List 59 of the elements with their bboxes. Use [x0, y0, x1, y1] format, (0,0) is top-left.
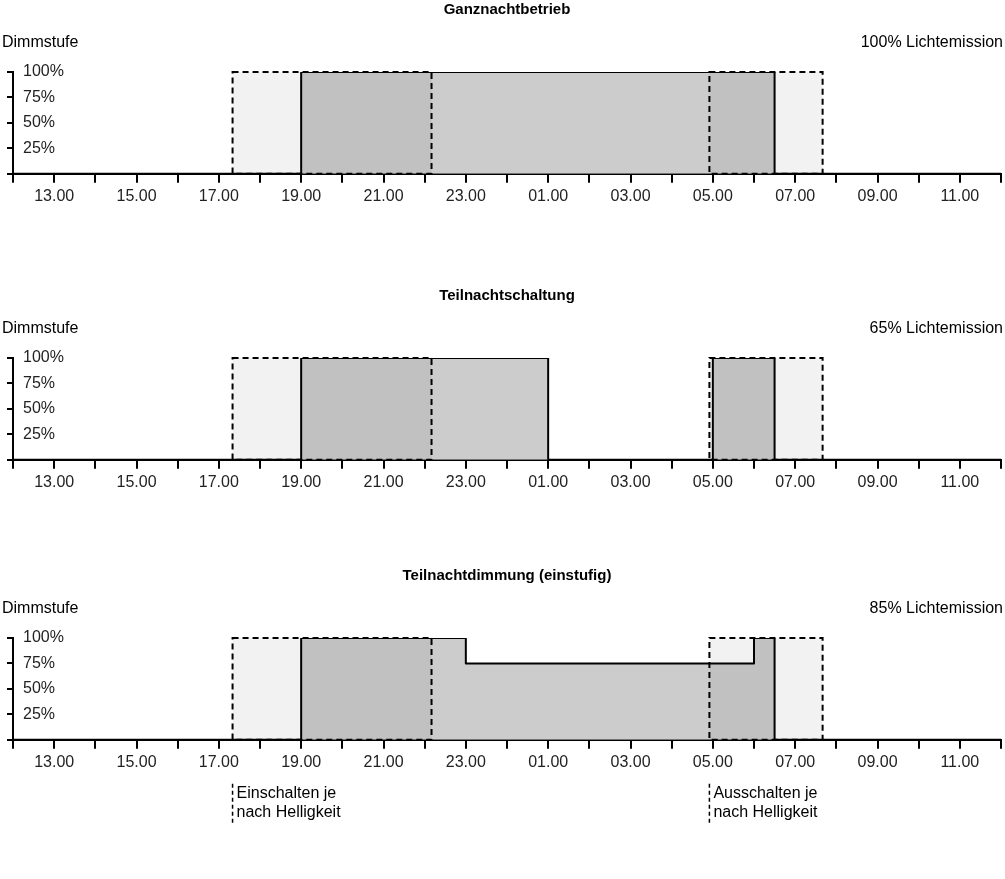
x-tick-label: 09.00	[857, 752, 898, 770]
y-tick-label: 50%	[23, 113, 56, 131]
y-tick-label: 50%	[23, 679, 56, 697]
x-tick-label: 07.00	[775, 752, 816, 770]
x-tick-label: 19.00	[281, 472, 322, 490]
x-tick-label: 19.00	[281, 752, 322, 770]
x-tick-label: 03.00	[610, 186, 651, 204]
x-tick-label: 11.00	[940, 186, 980, 204]
x-tick-label: 15.00	[116, 472, 157, 490]
x-tick-label: 01.00	[528, 186, 569, 204]
y-axis-title: Dimmstufe	[2, 599, 79, 617]
x-tick-label: 11.00	[940, 472, 980, 490]
x-tick-label: 15.00	[116, 186, 157, 204]
y-tick-label: 100%	[23, 348, 64, 366]
y-axis-title: Dimmstufe	[2, 33, 79, 51]
chart-title: Ganznachtbetrieb	[443, 0, 571, 18]
x-tick-label: 21.00	[363, 472, 404, 490]
x-tick-label: 17.00	[198, 472, 239, 490]
x-tick-label: 13.00	[34, 472, 75, 490]
x-tick-label: 01.00	[528, 472, 569, 490]
x-tick-label: 09.00	[857, 472, 898, 490]
text: Ausschalten je nach Helligkeit	[713, 784, 819, 821]
y-tick-label: 25%	[23, 704, 56, 722]
y-axis-title: Dimmstufe	[2, 319, 79, 337]
y-tick-label: 50%	[23, 399, 56, 417]
x-tick-label: 13.00	[34, 752, 75, 770]
x-tick-label: 17.00	[198, 186, 239, 204]
x-tick-label: 21.00	[363, 752, 404, 770]
x-tick-label: 01.00	[528, 752, 569, 770]
y-tick-label: 75%	[23, 653, 56, 671]
x-tick-label: 23.00	[445, 472, 486, 490]
y-tick-label: 25%	[23, 138, 56, 156]
y-tick-label: 100%	[23, 628, 64, 646]
y-tick-label: 25%	[23, 424, 56, 442]
x-tick-label: 23.00	[445, 186, 486, 204]
x-tick-label: 09.00	[857, 186, 898, 204]
x-tick-label: 05.00	[692, 752, 733, 770]
x-tick-label: 19.00	[281, 186, 322, 204]
chart-title: Teilnachtdimmung (einstufig)	[402, 566, 612, 584]
text: Einschalten je nach Helligkeit	[236, 784, 342, 821]
x-tick-label: 23.00	[445, 752, 486, 770]
x-tick-label: 07.00	[775, 472, 816, 490]
x-tick-label: 05.00	[692, 186, 733, 204]
chart-title: Teilnachtschaltung	[439, 286, 575, 304]
x-tick-label: 21.00	[363, 186, 404, 204]
x-tick-label: 17.00	[198, 752, 239, 770]
y-tick-label: 100%	[23, 62, 64, 80]
text: 85% Lichtemission	[869, 599, 1003, 617]
text: 100% Lichtemission	[860, 33, 1003, 51]
x-tick-label: 03.00	[610, 472, 651, 490]
x-tick-label: 07.00	[775, 186, 816, 204]
x-tick-label: 11.00	[940, 752, 980, 770]
x-tick-label: 03.00	[610, 752, 651, 770]
text: 65% Lichtemission	[869, 319, 1003, 337]
x-tick-label: 15.00	[116, 752, 157, 770]
x-tick-label: 05.00	[692, 472, 733, 490]
y-tick-label: 75%	[23, 373, 56, 391]
x-tick-label: 13.00	[34, 186, 75, 204]
y-tick-label: 75%	[23, 87, 56, 105]
